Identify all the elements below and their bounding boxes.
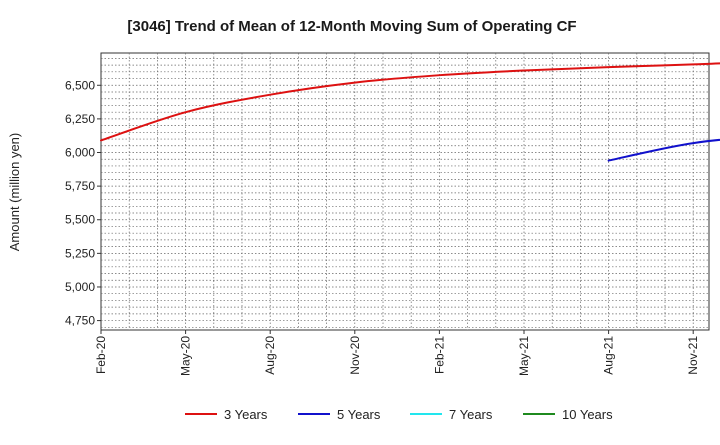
x-tick-label: Feb-20 — [94, 336, 108, 374]
x-tick-label: Aug-21 — [602, 336, 616, 375]
plot-area — [100, 52, 710, 331]
x-tick-label: May-20 — [179, 336, 193, 376]
chart-title: [3046] Trend of Mean of 12-Month Moving … — [127, 18, 576, 35]
grid-lines — [101, 53, 709, 330]
legend-label-10-years: 10 Years — [562, 407, 613, 422]
x-tick-label: Nov-21 — [686, 336, 700, 375]
x-tick-label: Nov-20 — [348, 336, 362, 375]
y-tick-label: 6,250 — [65, 112, 95, 126]
legend: 3 Years 5 Years 7 Years 10 Years — [185, 407, 613, 422]
x-tick-label: Aug-20 — [263, 336, 277, 375]
y-tick-label: 5,250 — [65, 246, 95, 260]
legend-label-7-years: 7 Years — [449, 407, 493, 422]
legend-label-5-years: 5 Years — [337, 407, 381, 422]
y-tick-label: 5,000 — [65, 280, 95, 294]
series-line-3-years — [100, 62, 720, 142]
y-tick-label: 6,000 — [65, 146, 95, 160]
y-tick-label: 5,750 — [65, 179, 95, 193]
legend-label-3-years: 3 Years — [224, 407, 268, 422]
x-tick-label: May-21 — [517, 336, 531, 376]
y-tick-label: 4,750 — [65, 314, 95, 328]
y-tick-label: 5,500 — [65, 213, 95, 227]
x-axis-ticks: Feb-20 May-20 Aug-20 Nov-20 Feb-21 May-21 Aug-… — [94, 330, 700, 376]
y-axis-label: Amount (million yen) — [7, 133, 22, 252]
series-lines — [100, 62, 720, 162]
y-tick-label: 6,500 — [65, 78, 95, 92]
y-axis-ticks: 4,750 5,000 5,250 5,500 5,750 6,000 6,250 6,500 — [65, 78, 101, 328]
x-tick-label: Feb-21 — [432, 336, 446, 374]
